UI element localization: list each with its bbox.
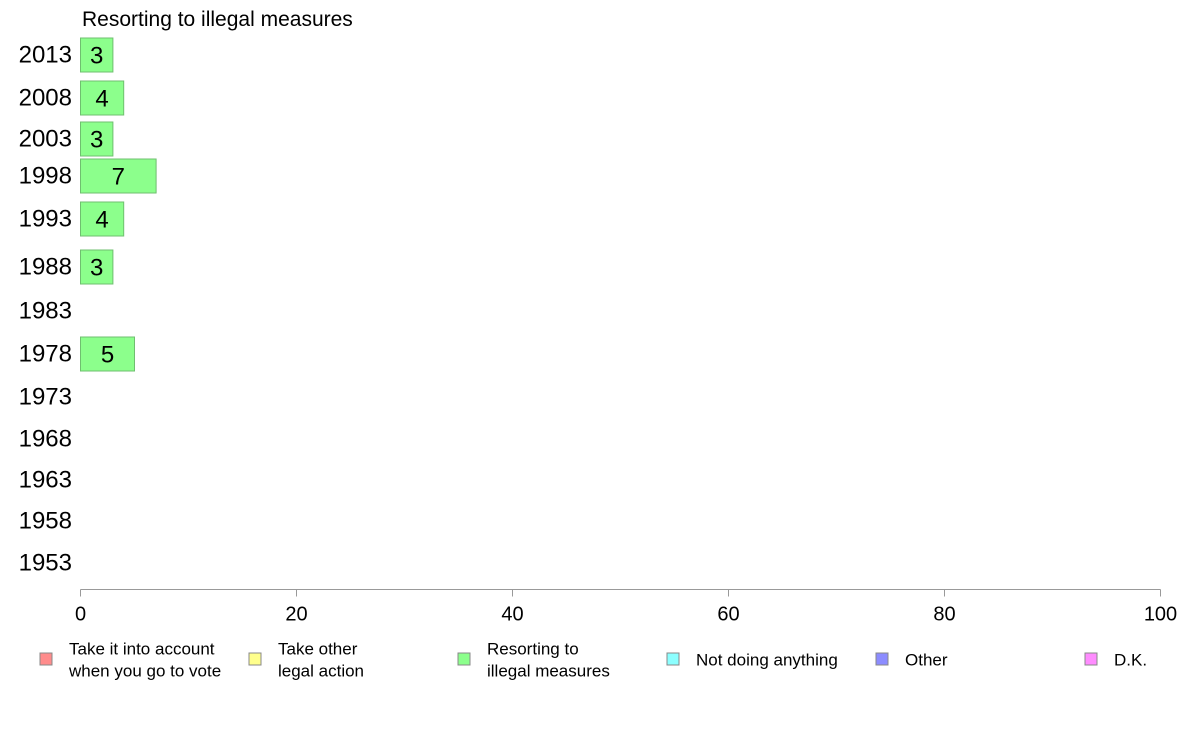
legend-label-2-0: Resorting to [487, 640, 579, 659]
legend-swatch-5 [1084, 652, 1098, 666]
x-axis: 0 20 40 60 80 100 [75, 589, 1177, 626]
bar-2013 [80, 37, 114, 73]
bar-label-1993: 4 [95, 207, 108, 234]
bar-2008 [80, 80, 125, 116]
legend-label-0-1: when you go to vote [68, 662, 221, 681]
bar-label-1988: 3 [90, 255, 103, 282]
y-tick-label-1998: 1998 [19, 163, 72, 190]
y-tick-label-1968: 1968 [19, 426, 72, 453]
x-tick-label-100: 100 [1144, 604, 1177, 626]
bar-1978 [80, 336, 135, 372]
x-tick-label-40: 40 [501, 604, 523, 626]
bar-2003 [80, 121, 114, 157]
y-tick-label-1963: 1963 [19, 467, 72, 494]
legend-label-0-0: Take it into account [69, 640, 215, 659]
bar-1998 [80, 158, 157, 194]
y-tick-label-2003: 2003 [19, 126, 72, 153]
y-tick-label-1958: 1958 [19, 508, 72, 535]
legend-swatch-2 [457, 652, 471, 666]
legend-swatch-4 [875, 652, 889, 666]
x-tick-label-0: 0 [75, 604, 86, 626]
bar-1993 [80, 201, 125, 237]
y-tick-label-1973: 1973 [19, 384, 72, 411]
x-tick-label-20: 20 [285, 604, 307, 626]
legend-label-4-0: Other [905, 651, 948, 670]
legend-label-1-0: Take other [278, 640, 358, 659]
y-tick-label-2008: 2008 [19, 85, 72, 112]
bar-label-1978: 5 [101, 342, 114, 369]
legend-swatch-3 [666, 652, 680, 666]
bar-label-2008: 4 [95, 86, 108, 113]
x-tick-label-80: 80 [933, 604, 955, 626]
legend-swatch-1 [248, 652, 262, 666]
y-tick-label-1988: 1988 [19, 254, 72, 281]
y-tick-label-1993: 1993 [19, 206, 72, 233]
y-tick-label-1953: 1953 [19, 550, 72, 577]
bar-1988 [80, 249, 114, 285]
bar-label-1998: 7 [112, 164, 125, 191]
legend-label-5-0: D.K. [1114, 651, 1147, 670]
y-axis-labels: 2013 2008 2003 1998 1993 1988 1983 1978 1973 1968… [19, 42, 72, 577]
legend-label-3-0: Not doing anything [696, 651, 838, 670]
y-tick-label-2013: 2013 [19, 42, 72, 69]
legend-label-1-1: legal action [278, 662, 364, 681]
y-tick-label-1978: 1978 [19, 341, 72, 368]
y-tick-label-1983: 1983 [19, 298, 72, 325]
bar-label-2013: 3 [90, 43, 103, 70]
x-tick-label-60: 60 [717, 604, 739, 626]
legend-label-2-1: illegal measures [487, 662, 610, 681]
legend: Take it into account when you go to vote T… [39, 640, 1147, 681]
chart-title: Resorting to illegal measures [82, 8, 353, 31]
bar-label-2003: 3 [90, 127, 103, 154]
legend-swatch-0 [39, 652, 53, 666]
